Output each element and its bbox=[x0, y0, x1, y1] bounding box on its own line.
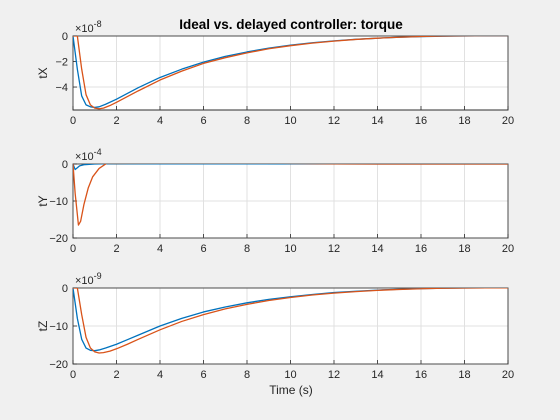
x-tick-label: 4 bbox=[157, 115, 163, 127]
y-tick-label: −10 bbox=[49, 321, 68, 333]
series-line-orange bbox=[73, 288, 508, 354]
series-line-orange bbox=[73, 164, 508, 226]
y-axis-label: tZ bbox=[36, 321, 50, 332]
y-tick-label: −20 bbox=[49, 359, 68, 371]
y-axis-label: tY bbox=[36, 195, 50, 206]
x-tick-label: 12 bbox=[328, 243, 340, 255]
x-tick-label: 18 bbox=[458, 115, 470, 127]
x-tick-label: 20 bbox=[502, 369, 514, 381]
x-tick-label: 2 bbox=[113, 115, 119, 127]
y-tick-label: 0 bbox=[62, 159, 68, 171]
x-tick-label: 6 bbox=[200, 115, 206, 127]
x-axis-label: Time (s) bbox=[269, 383, 313, 397]
x-tick-label: 20 bbox=[502, 115, 514, 127]
series-line-blue bbox=[73, 164, 508, 171]
x-tick-label: 0 bbox=[70, 243, 76, 255]
y-tick-label: 0 bbox=[62, 283, 68, 295]
x-tick-label: 18 bbox=[458, 243, 470, 255]
y-tick-label: −20 bbox=[49, 233, 68, 245]
x-tick-label: 6 bbox=[200, 369, 206, 381]
plot-frame bbox=[72, 35, 509, 111]
x-tick-label: 16 bbox=[415, 115, 427, 127]
x-tick-label: 8 bbox=[244, 243, 250, 255]
x-tick-label: 0 bbox=[70, 115, 76, 127]
x-tick-label: 12 bbox=[328, 115, 340, 127]
x-tick-label: 14 bbox=[371, 115, 383, 127]
y-tick-label: −2 bbox=[55, 57, 68, 69]
y-axis-label: tX bbox=[36, 67, 50, 78]
x-tick-label: 2 bbox=[113, 243, 119, 255]
y-tick-label: −4 bbox=[55, 82, 68, 94]
y-tick-label: 0 bbox=[62, 31, 68, 43]
y-tick-label: −10 bbox=[49, 196, 68, 208]
x-tick-label: 10 bbox=[284, 243, 296, 255]
series-line-orange bbox=[73, 36, 508, 110]
x-tick-label: 8 bbox=[244, 369, 250, 381]
x-tick-label: 12 bbox=[328, 369, 340, 381]
x-tick-label: 20 bbox=[502, 243, 514, 255]
chart-title: Ideal vs. delayed controller: torque bbox=[179, 17, 403, 32]
x-tick-label: 16 bbox=[415, 243, 427, 255]
subplot-3: 0 2 4 6 8 10 12 14 16 18 200−10−20×10-9tZ bbox=[36, 271, 514, 381]
x-tick-label: 4 bbox=[157, 369, 163, 381]
subplot-2: 0 2 4 6 8 10 12 14 16 18 200−10−20×10-4tY bbox=[36, 147, 514, 255]
x-tick-label: 10 bbox=[284, 115, 296, 127]
x-tick-label: 14 bbox=[371, 369, 383, 381]
x-tick-label: 2 bbox=[113, 369, 119, 381]
x-tick-label: 10 bbox=[284, 369, 296, 381]
x-tick-label: 16 bbox=[415, 369, 427, 381]
x-tick-label: 8 bbox=[244, 115, 250, 127]
x-tick-label: 0 bbox=[70, 369, 76, 381]
subplot-1: 0 2 4 6 8 10 12 14 16 18 200−2−4×10-8tX bbox=[36, 19, 514, 127]
x-tick-label: 4 bbox=[157, 243, 163, 255]
x-tick-label: 18 bbox=[458, 369, 470, 381]
x-tick-label: 6 bbox=[200, 243, 206, 255]
plot-frame bbox=[72, 287, 509, 365]
x-tick-label: 14 bbox=[371, 243, 383, 255]
